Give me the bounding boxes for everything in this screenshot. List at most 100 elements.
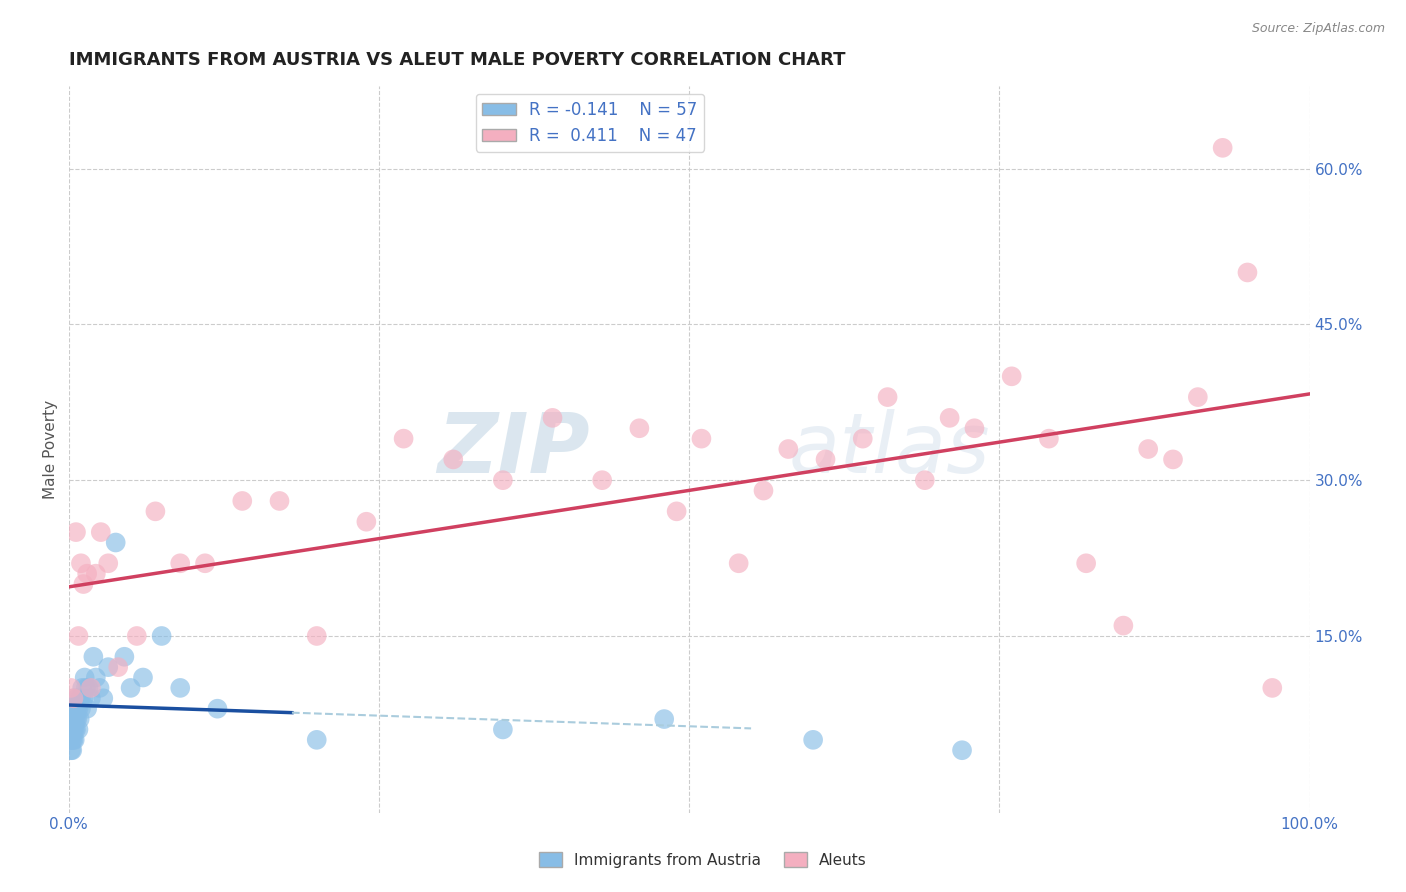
Point bbox=[84, 671, 107, 685]
Point bbox=[1001, 369, 1024, 384]
Point bbox=[65, 525, 87, 540]
Point bbox=[63, 701, 86, 715]
Point bbox=[356, 515, 378, 529]
Point bbox=[60, 701, 83, 715]
Point bbox=[70, 691, 93, 706]
Point bbox=[541, 410, 564, 425]
Point bbox=[269, 494, 291, 508]
Point bbox=[1112, 618, 1135, 632]
Point bbox=[169, 681, 191, 695]
Point bbox=[60, 743, 83, 757]
Point bbox=[665, 504, 688, 518]
Point bbox=[76, 566, 98, 581]
Point bbox=[80, 681, 103, 695]
Point bbox=[66, 712, 89, 726]
Point bbox=[1236, 265, 1258, 279]
Point bbox=[60, 723, 83, 737]
Point bbox=[67, 629, 90, 643]
Point bbox=[107, 660, 129, 674]
Point bbox=[97, 660, 120, 674]
Point bbox=[207, 701, 229, 715]
Point bbox=[652, 712, 675, 726]
Point bbox=[84, 566, 107, 581]
Text: Source: ZipAtlas.com: Source: ZipAtlas.com bbox=[1251, 22, 1385, 36]
Y-axis label: Male Poverty: Male Poverty bbox=[44, 400, 58, 499]
Point bbox=[63, 712, 86, 726]
Point bbox=[70, 556, 93, 570]
Point bbox=[492, 473, 515, 487]
Point bbox=[801, 732, 824, 747]
Point bbox=[305, 629, 328, 643]
Point bbox=[814, 452, 837, 467]
Point bbox=[62, 732, 84, 747]
Point bbox=[1187, 390, 1209, 404]
Legend: Immigrants from Austria, Aleuts: Immigrants from Austria, Aleuts bbox=[531, 844, 875, 875]
Point bbox=[60, 743, 83, 757]
Point bbox=[231, 494, 253, 508]
Point bbox=[97, 556, 120, 570]
Point bbox=[591, 473, 613, 487]
Point bbox=[169, 556, 191, 570]
Point bbox=[727, 556, 749, 570]
Point bbox=[62, 691, 84, 706]
Point bbox=[914, 473, 936, 487]
Text: atlas: atlas bbox=[789, 409, 990, 490]
Point bbox=[690, 432, 713, 446]
Point bbox=[90, 525, 112, 540]
Point bbox=[59, 723, 82, 737]
Point bbox=[63, 723, 86, 737]
Point bbox=[82, 649, 104, 664]
Point bbox=[73, 671, 96, 685]
Point bbox=[60, 712, 83, 726]
Point bbox=[62, 691, 84, 706]
Point bbox=[120, 681, 142, 695]
Point bbox=[59, 732, 82, 747]
Point bbox=[63, 732, 86, 747]
Point bbox=[150, 629, 173, 643]
Point bbox=[62, 712, 84, 726]
Point bbox=[60, 701, 83, 715]
Point bbox=[60, 732, 83, 747]
Point bbox=[305, 732, 328, 747]
Point bbox=[62, 723, 84, 737]
Point bbox=[1161, 452, 1184, 467]
Point bbox=[441, 452, 464, 467]
Point bbox=[778, 442, 800, 456]
Point bbox=[752, 483, 775, 498]
Point bbox=[75, 681, 97, 695]
Point bbox=[104, 535, 127, 549]
Point bbox=[65, 712, 87, 726]
Point bbox=[76, 701, 98, 715]
Point bbox=[70, 701, 93, 715]
Point bbox=[70, 681, 93, 695]
Point bbox=[91, 691, 114, 706]
Point bbox=[628, 421, 651, 435]
Point bbox=[65, 701, 87, 715]
Point bbox=[132, 671, 155, 685]
Point bbox=[392, 432, 415, 446]
Point bbox=[1261, 681, 1284, 695]
Point bbox=[77, 681, 100, 695]
Point bbox=[125, 629, 148, 643]
Point bbox=[69, 691, 91, 706]
Point bbox=[60, 712, 83, 726]
Text: ZIP: ZIP bbox=[437, 409, 589, 490]
Point bbox=[66, 691, 89, 706]
Point bbox=[66, 701, 89, 715]
Point bbox=[59, 712, 82, 726]
Point bbox=[65, 723, 87, 737]
Point bbox=[112, 649, 135, 664]
Text: IMMIGRANTS FROM AUSTRIA VS ALEUT MALE POVERTY CORRELATION CHART: IMMIGRANTS FROM AUSTRIA VS ALEUT MALE PO… bbox=[69, 51, 845, 69]
Point bbox=[194, 556, 217, 570]
Point bbox=[60, 681, 83, 695]
Point bbox=[67, 701, 90, 715]
Point bbox=[145, 504, 167, 518]
Point bbox=[89, 681, 111, 695]
Point bbox=[1038, 432, 1060, 446]
Point bbox=[72, 577, 94, 591]
Point bbox=[938, 410, 960, 425]
Point bbox=[80, 691, 103, 706]
Point bbox=[1212, 141, 1234, 155]
Point bbox=[1076, 556, 1098, 570]
Point bbox=[963, 421, 986, 435]
